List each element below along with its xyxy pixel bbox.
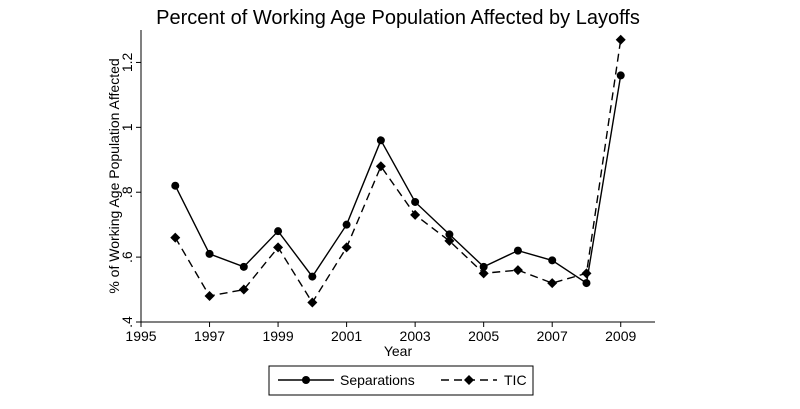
y-tick-label: .4 (119, 316, 135, 328)
legend-label-separations: Separations (340, 372, 415, 388)
data-point-tic (341, 242, 352, 253)
data-point-separations (582, 279, 591, 288)
data-point-tic (547, 278, 558, 289)
y-tick-label: 1.2 (119, 53, 135, 73)
series-line-separations (174, 75, 622, 285)
data-point-tic (238, 284, 249, 295)
x-tick-label: 1997 (194, 328, 225, 344)
y-ticks: .4 .6 .8 1 1.2 (119, 53, 141, 328)
data-point-separations (616, 71, 625, 80)
x-tick-label: 1999 (262, 328, 293, 344)
x-tick-label: 2001 (331, 328, 362, 344)
data-point-tic (204, 291, 215, 302)
legend-marker-separations (302, 376, 310, 384)
data-point-separations (479, 262, 488, 271)
legend-label-tic: TIC (504, 372, 527, 388)
data-point-separations (308, 272, 317, 281)
x-tick-label: 2005 (468, 328, 499, 344)
data-point-separations (376, 136, 385, 145)
data-point-tic (375, 161, 386, 172)
series-line-tic (174, 39, 622, 304)
data-point-separations (513, 246, 522, 255)
data-point-tic (307, 297, 318, 308)
data-point-tic (615, 34, 626, 45)
x-axis-label: Year (384, 343, 413, 359)
data-point-separations (239, 262, 248, 271)
data-point-tic (581, 268, 592, 279)
x-ticks: 1995 1997 1999 2001 2003 2005 2007 2009 (125, 322, 637, 344)
x-tick-label: 2003 (400, 328, 431, 344)
data-point-tic (410, 209, 421, 220)
data-point-separations (274, 227, 283, 236)
legend: Separations TIC (268, 365, 534, 396)
plot-area (140, 30, 655, 323)
y-tick-label: .6 (119, 251, 135, 263)
x-tick-label: 2009 (605, 328, 636, 344)
data-point-separations (205, 249, 214, 258)
data-point-tic (512, 265, 523, 276)
series-layer (170, 34, 626, 308)
x-tick-label: 1995 (125, 328, 156, 344)
data-point-tic (170, 232, 181, 243)
data-point-tic (273, 242, 284, 253)
legend-marker-tic (464, 375, 474, 385)
y-tick-label: 1 (119, 123, 135, 131)
chart-title: Percent of Working Age Population Affect… (156, 7, 640, 29)
data-point-tic (478, 268, 489, 279)
data-point-separations (342, 220, 351, 229)
data-point-tic (444, 235, 455, 246)
data-point-separations (411, 197, 420, 206)
data-point-separations (548, 256, 557, 265)
y-axis-label: % of Working Age Population Affected (106, 58, 122, 293)
data-point-separations (445, 230, 454, 239)
x-tick-label: 2007 (537, 328, 568, 344)
y-tick-label: .8 (119, 186, 135, 198)
data-point-separations (171, 181, 180, 190)
